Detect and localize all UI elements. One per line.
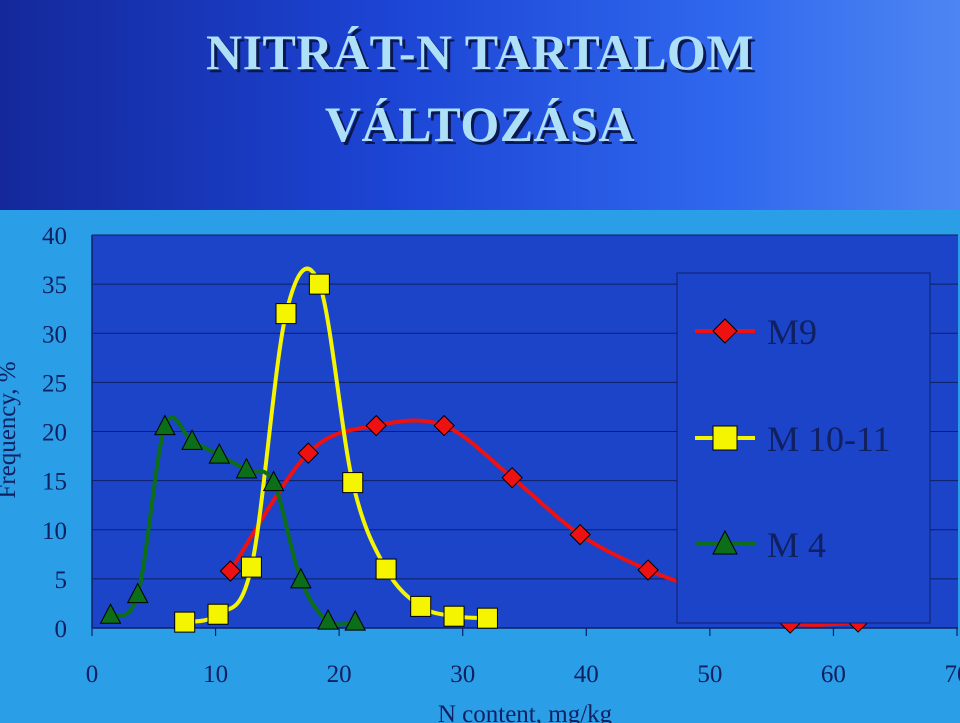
legend-marker-m-10-11: [712, 425, 738, 451]
data-point-m-10-11: [342, 472, 364, 494]
y-tick-label: 30: [42, 321, 67, 348]
data-point-m-10-11: [375, 558, 397, 580]
legend-label-m9: M9: [767, 312, 817, 352]
title-band: [0, 0, 960, 210]
x-axis-ticks: 0 10 20 30 40 50 60 70: [86, 628, 960, 688]
data-point-m9: [365, 414, 387, 437]
y-tick-label: 20: [42, 420, 67, 447]
legend-marker-m9: [712, 318, 738, 344]
legend-entry-m9: M9: [695, 312, 817, 352]
x-tick-label: 50: [697, 661, 722, 688]
slide-title-line-2: VÁLTOZÁSA: [324, 96, 636, 152]
data-point-m-4: [235, 457, 258, 479]
data-point-m-4: [99, 603, 122, 624]
data-point-m9: [569, 523, 591, 546]
legend-label-m-10-11: M 10-11: [767, 419, 891, 459]
data-point-m-4: [154, 414, 176, 436]
data-point-m-10-11: [410, 595, 432, 617]
y-tick-label: 40: [42, 223, 67, 250]
series-m-10-11: [174, 266, 498, 633]
y-tick-label: 5: [55, 567, 68, 594]
y-tick-label: 0: [55, 616, 68, 643]
y-tick-label: 15: [42, 469, 67, 496]
data-point-m-10-11: [240, 556, 262, 578]
y-axis-label: Frequency, %: [0, 361, 21, 498]
x-axis-label: N content, mg/kg: [438, 701, 613, 723]
y-tick-label: 10: [42, 518, 67, 545]
y-axis-ticks: 0 5 10 15 20 25 30 35 40: [42, 223, 67, 643]
data-point-m-4: [290, 567, 312, 589]
x-tick-label: 10: [203, 661, 228, 688]
x-tick-label: 20: [327, 661, 352, 688]
x-tick-label: 30: [450, 661, 475, 688]
y-tick-label: 25: [42, 370, 67, 397]
x-tick-label: 60: [821, 661, 846, 688]
y-tick-label: 35: [42, 272, 67, 299]
data-point-m-4: [262, 470, 285, 492]
data-point-m-10-11: [443, 605, 465, 627]
data-point-m9: [297, 442, 319, 464]
data-point-m-4: [344, 610, 367, 631]
x-tick-label: 70: [945, 661, 960, 688]
x-tick-label: 40: [574, 661, 599, 688]
legend-label-m-4: M 4: [767, 525, 826, 565]
legend-marker-m-4: [712, 529, 738, 555]
series-m-4: [99, 414, 367, 631]
data-point-m-10-11: [174, 611, 196, 633]
data-point-m-4: [317, 609, 339, 630]
x-tick-label: 0: [86, 661, 99, 688]
data-point-m-10-11: [275, 303, 297, 325]
data-point-m9: [433, 414, 455, 437]
data-point-m9: [501, 466, 523, 489]
data-point-m-4: [181, 429, 203, 450]
data-point-m-10-11: [476, 607, 498, 629]
data-point-m9: [219, 560, 242, 582]
data-point-m9: [637, 559, 659, 581]
data-point-m-4: [208, 443, 231, 464]
data-point-m-4: [126, 582, 149, 604]
data-point-m-10-11: [308, 273, 330, 295]
legend: M9 M 10-11 M 4: [676, 272, 931, 624]
legend-entry-m-10-11: M 10-11: [695, 419, 891, 459]
data-point-m-10-11: [207, 603, 229, 625]
legend-entry-m-4: M 4: [695, 525, 826, 565]
slide-title-line-1: NITRÁT-N TARTALOM: [205, 24, 755, 80]
